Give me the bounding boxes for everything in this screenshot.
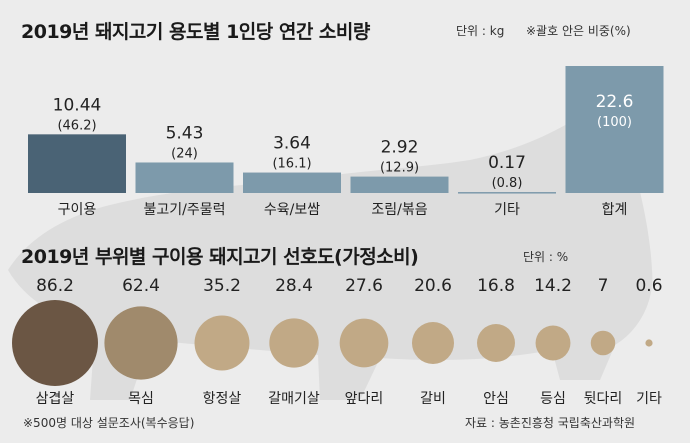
bar-share-label-1: (24) bbox=[171, 146, 198, 161]
bar-value-label-3: 2.92 bbox=[381, 138, 419, 158]
chart1-unit: 단위 : kg bbox=[456, 24, 505, 38]
bar-category-label-1: 불고기/주물럭 bbox=[144, 202, 226, 218]
bubble-2 bbox=[194, 315, 250, 371]
chart2-title: 2019년 부위별 구이용 돼지고기 선호도(가정소비) bbox=[21, 246, 419, 268]
bubble-4 bbox=[339, 318, 389, 368]
bubble-value-label-8: 7 bbox=[598, 276, 609, 296]
bubble-category-label-8: 뒷다리 bbox=[584, 391, 623, 407]
bar-category-label-5: 합계 bbox=[602, 202, 628, 218]
bubble-value-label-3: 28.4 bbox=[275, 276, 313, 296]
bar-value-label-4: 0.17 bbox=[488, 153, 526, 173]
bubble-5 bbox=[411, 321, 455, 365]
bar-share-label-3: (12.9) bbox=[380, 161, 419, 176]
bubble-category-label-4: 앞다리 bbox=[345, 391, 384, 407]
bubble-9 bbox=[645, 339, 653, 347]
bar-3 bbox=[350, 176, 449, 193]
bar-share-label-4: (0.8) bbox=[492, 176, 523, 191]
bar-1 bbox=[135, 162, 234, 193]
bar-category-label-3: 조림/볶음 bbox=[371, 202, 427, 218]
footer-source: 자료 : 농촌진흥청 국립축산과학원 bbox=[465, 416, 636, 430]
bar-share-label-0: (46.2) bbox=[57, 118, 96, 133]
bubble-category-label-9: 기타 bbox=[636, 391, 662, 407]
bubble-category-label-2: 항정살 bbox=[203, 391, 242, 407]
bubble-value-label-9: 0.6 bbox=[635, 276, 662, 296]
chart1-title: 2019년 돼지고기 용도별 1인당 연간 소비량 bbox=[21, 21, 370, 43]
bubble-category-label-1: 목심 bbox=[128, 391, 154, 407]
bubble-category-label-3: 갈매기살 bbox=[268, 391, 320, 407]
bubble-value-label-1: 62.4 bbox=[122, 276, 160, 296]
bar-value-label-5: 22.6 bbox=[596, 92, 634, 112]
bubble-value-label-0: 86.2 bbox=[36, 276, 74, 296]
bar-4 bbox=[458, 192, 556, 194]
bar-2 bbox=[243, 172, 341, 193]
bubble-category-label-6: 안심 bbox=[483, 391, 509, 407]
bubble-3 bbox=[269, 318, 319, 368]
bubble-7 bbox=[535, 325, 571, 361]
bubble-value-label-7: 14.2 bbox=[534, 276, 572, 296]
bar-5 bbox=[565, 66, 664, 193]
bubble-value-label-5: 20.6 bbox=[414, 276, 452, 296]
bar-value-label-2: 3.64 bbox=[273, 134, 311, 154]
bar-share-label-2: (16.1) bbox=[272, 157, 311, 172]
bar-category-label-0: 구이용 bbox=[58, 202, 97, 218]
bubble-category-label-0: 삼겹살 bbox=[36, 391, 75, 407]
consumption-bar-chart: 10.44 (46.2) 구이용 5.43 (24) 불고기/주물럭 3.64 (16.1) 수… bbox=[28, 66, 664, 218]
bubble-0 bbox=[12, 300, 98, 386]
bubble-8 bbox=[590, 330, 616, 356]
bubble-value-label-6: 16.8 bbox=[477, 276, 515, 296]
bubble-category-label-5: 갈비 bbox=[420, 391, 446, 407]
bar-category-label-4: 기타 bbox=[494, 202, 520, 218]
bubble-value-label-2: 35.2 bbox=[203, 276, 241, 296]
bar-value-label-0: 10.44 bbox=[53, 95, 102, 115]
bubble-value-label-4: 27.6 bbox=[345, 276, 383, 296]
bar-category-label-2: 수육/보쌈 bbox=[264, 202, 320, 218]
footer-note: ※500명 대상 설문조사(복수응답) bbox=[23, 416, 195, 430]
bubble-category-label-7: 등심 bbox=[540, 391, 566, 407]
bubble-6 bbox=[477, 324, 515, 362]
bar-0 bbox=[28, 134, 126, 193]
chart2-unit: 단위 : % bbox=[523, 250, 569, 264]
bar-value-label-1: 5.43 bbox=[166, 123, 204, 143]
chart1-note: ※괄호 안은 비중(%) bbox=[526, 24, 631, 38]
bar-share-label-5: (100) bbox=[597, 115, 632, 130]
bubble-1 bbox=[104, 306, 178, 380]
